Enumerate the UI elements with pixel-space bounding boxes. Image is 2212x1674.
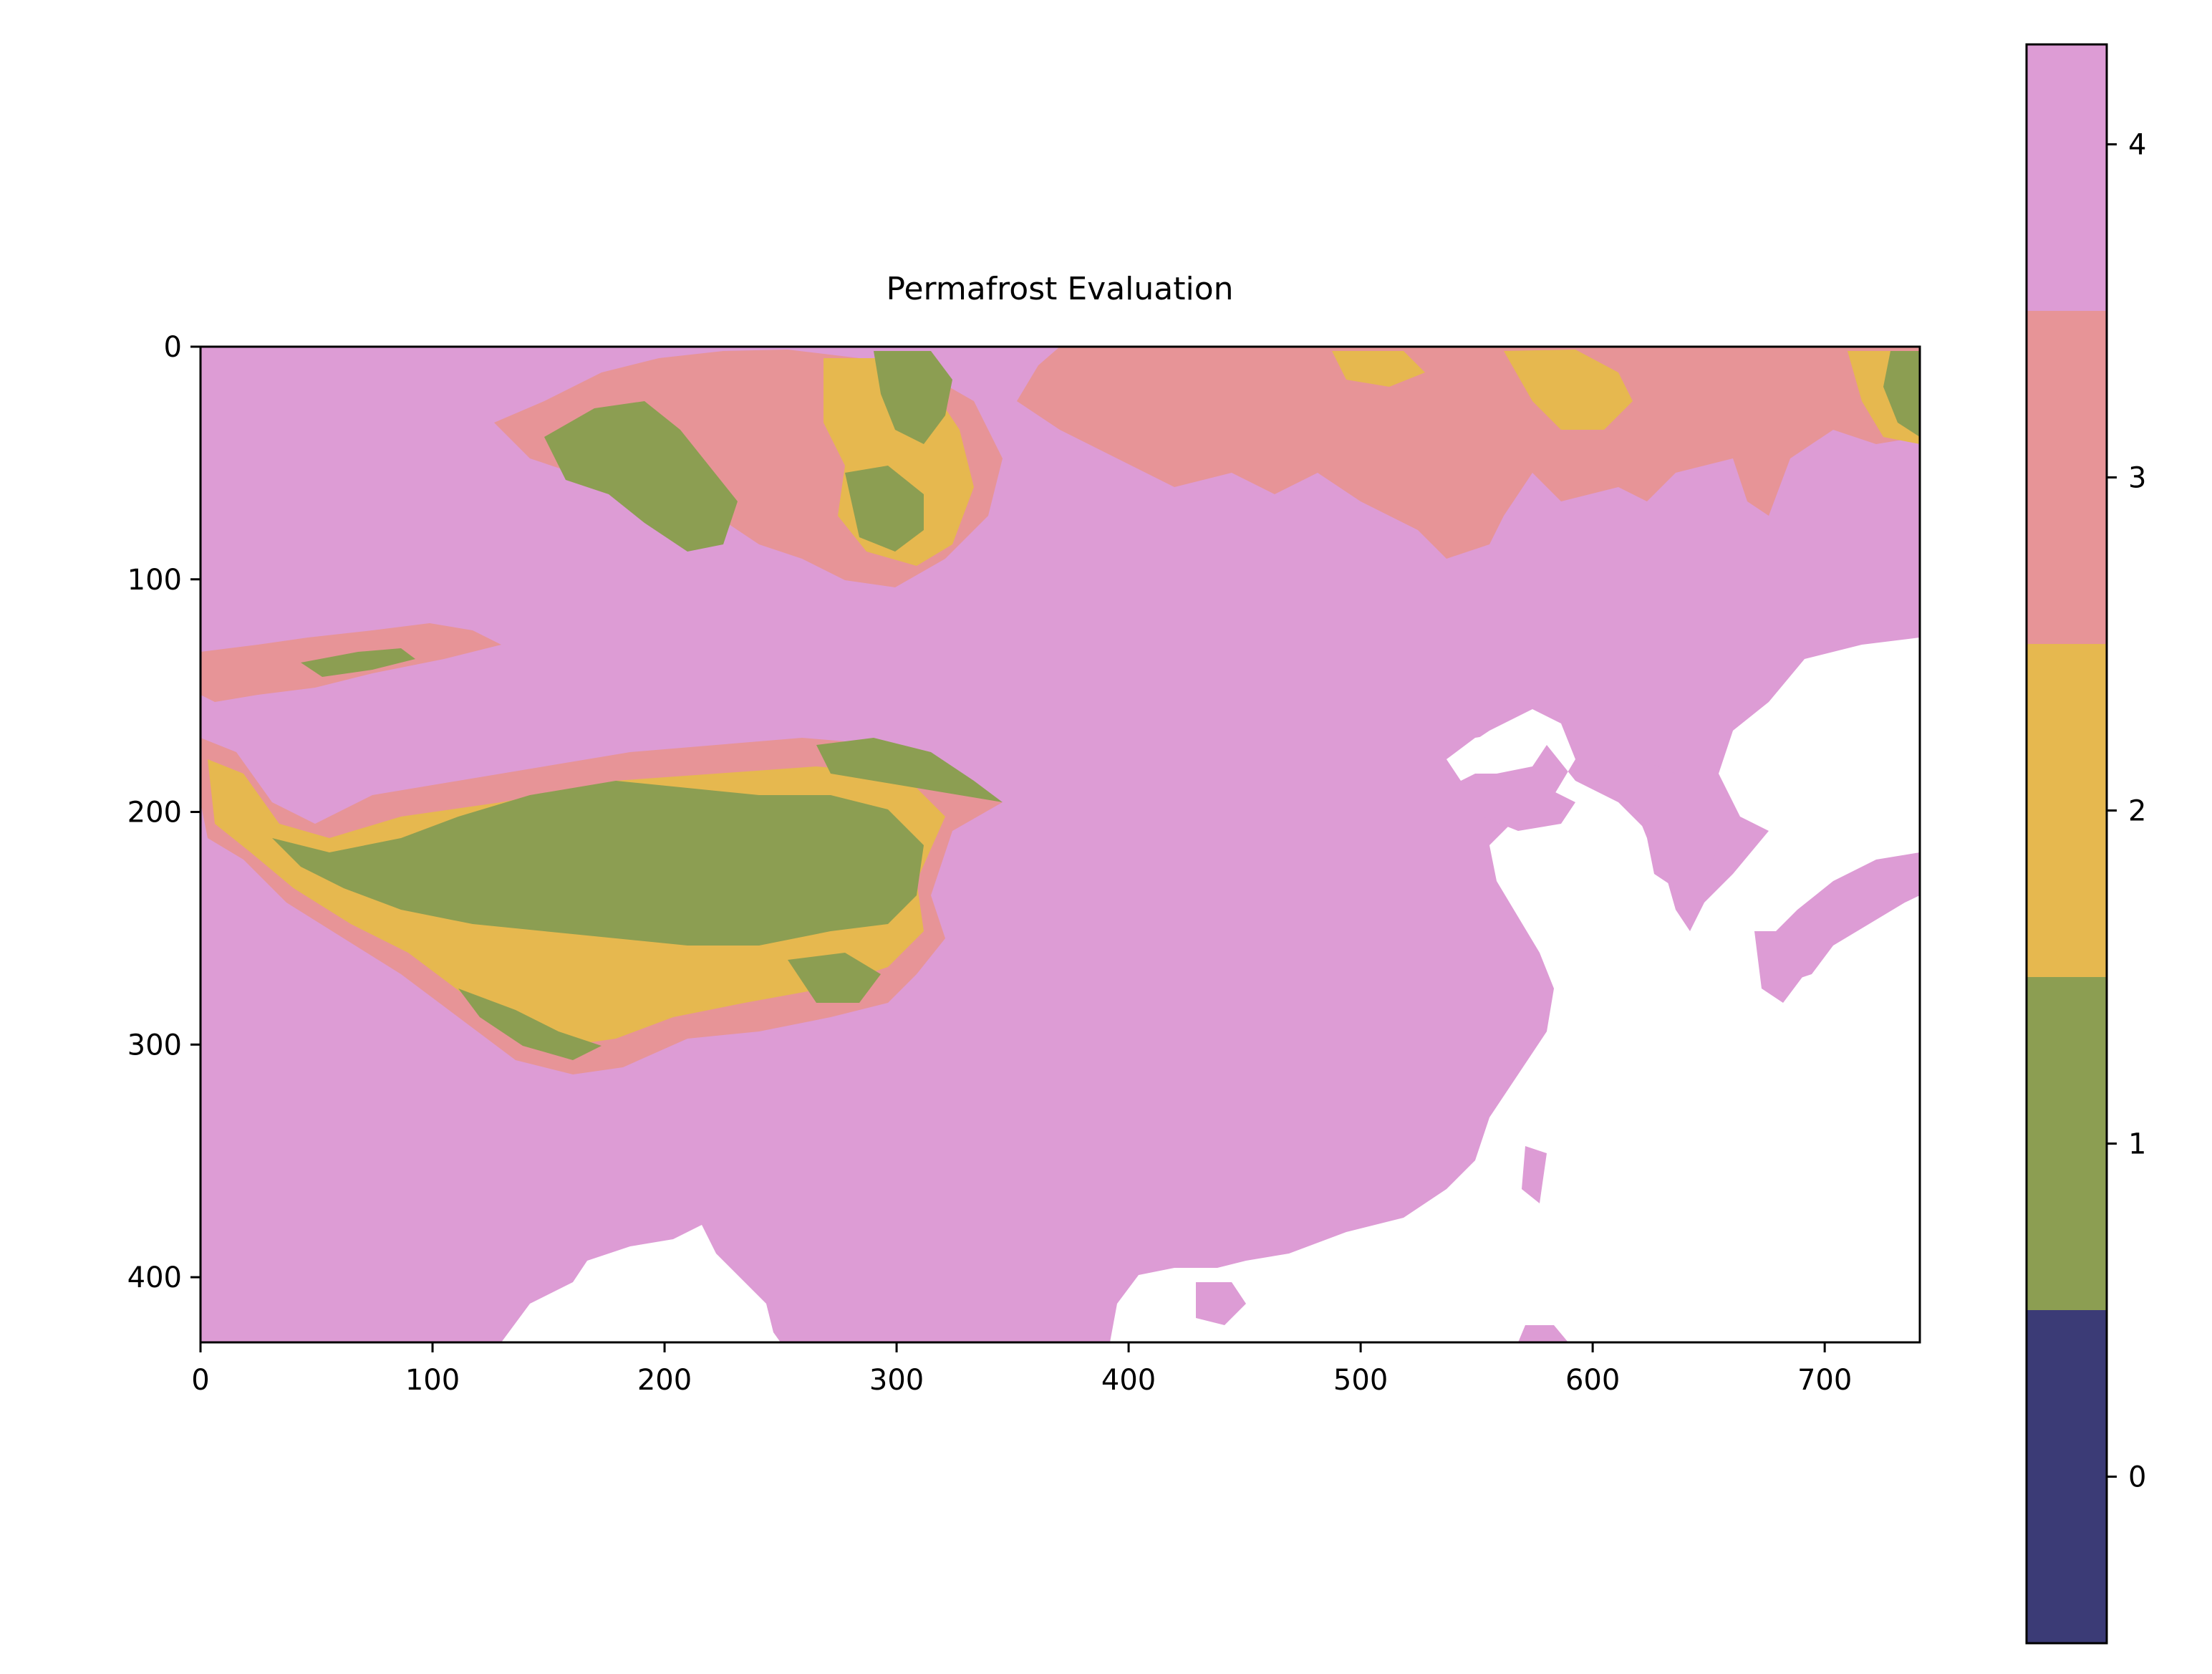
map-region-class-1-north-b: [874, 351, 952, 444]
map-region-class-1-tibet-core: [272, 781, 924, 946]
y-tick-label: 300: [127, 1029, 182, 1062]
chart-title: Permafrost Evaluation: [886, 271, 1233, 307]
colorbar-frame: [2025, 43, 2108, 1645]
y-axis: 0 100 200 300 400: [127, 331, 201, 1294]
x-axis: 0 100 200 300 400 500 600 700: [191, 1342, 1852, 1397]
colorbar-band-2: [2027, 644, 2107, 977]
map-region-taiwan: [1522, 1146, 1547, 1203]
colorbar: 0 1 2 3 4: [2025, 43, 2146, 1645]
y-tick-label: 100: [127, 564, 182, 597]
y-tick-label: 400: [127, 1261, 182, 1294]
map-region-class-3-north: [1017, 347, 1920, 559]
colorbar-tick-label: 2: [2128, 795, 2146, 828]
colorbar-band-1: [2027, 977, 2107, 1310]
map-region-korea: [1633, 759, 1719, 888]
x-tick-label: 400: [1101, 1364, 1156, 1397]
x-tick-label: 0: [191, 1364, 209, 1397]
map-region-class-1-qaidam-north: [816, 738, 1003, 802]
colorbar-tick-label: 4: [2128, 129, 2146, 162]
map-region-class-1-tibet-east: [788, 953, 881, 1003]
map-nodata-bohai: [1447, 731, 1547, 774]
map-area: [201, 347, 1920, 1342]
x-tick-label: 200: [637, 1364, 692, 1397]
x-tick-label: 500: [1333, 1364, 1388, 1397]
colorbar-ticks: 0 1 2 3 4: [2107, 129, 2146, 1494]
colorbar-tick-label: 1: [2128, 1128, 2146, 1161]
map-nodata-east-sea: [1110, 638, 1920, 1342]
colorbar-band-4: [2027, 44, 2107, 311]
map-region-shandong: [1475, 781, 1575, 831]
map-region-class-1-tianshan: [301, 648, 415, 677]
map-region-hainan: [1196, 1282, 1246, 1325]
map-region-class-2-north-b: [1504, 350, 1633, 430]
map-region-japan: [1769, 852, 1920, 981]
colorbar-tick-label: 0: [2128, 1461, 2146, 1494]
map-region-kyushu: [1754, 931, 1805, 1003]
map-region-luzon-tip: [1518, 1325, 1568, 1342]
map-region-class-1-north-a: [544, 401, 738, 552]
map-region-class-1-north-d: [1883, 351, 1920, 437]
y-tick-label: 0: [164, 331, 182, 364]
colorbar-bands: [2027, 44, 2107, 1643]
colorbar-tick-label: 3: [2128, 462, 2146, 495]
x-tick-label: 600: [1565, 1364, 1620, 1397]
x-tick-label: 100: [405, 1364, 460, 1397]
map-frame: [199, 345, 1921, 1344]
x-tick-label: 300: [869, 1364, 924, 1397]
colorbar-band-0: [2027, 1310, 2107, 1643]
colorbar-band-3: [2027, 311, 2107, 644]
y-tick-label: 200: [127, 797, 182, 829]
map-nodata-india: [501, 1225, 781, 1342]
map-region-class-2-north-c: [1332, 351, 1425, 387]
map-region-class-1-north-c: [845, 466, 924, 552]
map-region-class-1-tibet-south: [458, 988, 602, 1060]
x-tick-label: 700: [1797, 1364, 1852, 1397]
